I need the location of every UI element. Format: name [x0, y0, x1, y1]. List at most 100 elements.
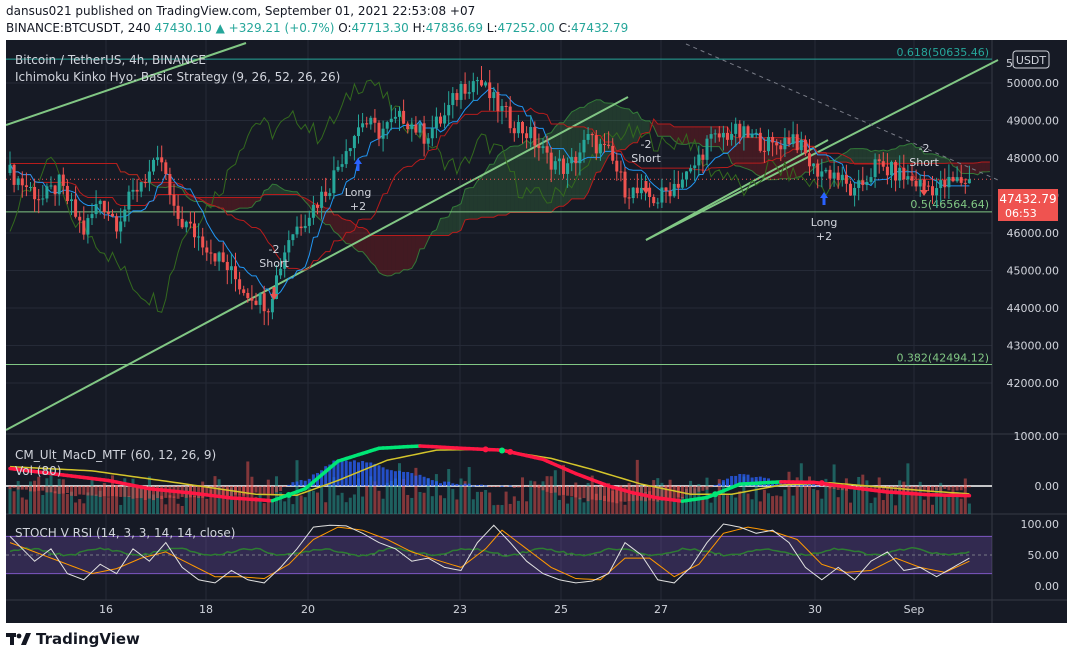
- cloud-segment: [743, 137, 748, 170]
- signal-label-line1: -2: [641, 138, 652, 151]
- candle-body: [201, 236, 205, 248]
- volume-bar: [119, 504, 123, 514]
- volume-bar: [57, 478, 61, 514]
- volume-bar: [754, 479, 758, 514]
- candle-body: [217, 252, 221, 262]
- cloud-segment: [588, 101, 593, 193]
- volume-bar: [783, 489, 787, 514]
- candle-body: [582, 139, 586, 153]
- candle-body: [910, 176, 914, 181]
- candle-body: [78, 216, 82, 221]
- volume-bar: [328, 485, 332, 514]
- candle-body: [188, 221, 192, 224]
- candle-body: [689, 168, 693, 172]
- macd-histogram-bar: [598, 486, 602, 501]
- macd-histogram-bar: [521, 486, 524, 487]
- cloud-segment: [489, 164, 494, 218]
- cloud-segment: [629, 108, 634, 146]
- macd-histogram-bar: [65, 486, 69, 494]
- macd-histogram-bar: [615, 486, 619, 504]
- volume-bar: [238, 493, 242, 514]
- cloud-segment: [752, 137, 757, 175]
- volume-bar: [918, 481, 922, 514]
- macd-histogram-bar: [623, 486, 627, 502]
- macd-histogram-bar: [939, 486, 943, 492]
- macd-histogram-bar: [29, 486, 32, 492]
- volume-bar: [303, 497, 307, 514]
- volume-bar: [160, 495, 164, 514]
- volume-bar: [631, 492, 635, 514]
- signal-label-line2: Short: [631, 152, 661, 165]
- volume-bar: [102, 482, 106, 514]
- volume-bar: [557, 499, 561, 514]
- volume-bar: [135, 486, 139, 514]
- volume-bar: [188, 484, 192, 514]
- volume-bar: [340, 492, 344, 514]
- volume-bar: [307, 487, 311, 514]
- macd-histogram-bar: [287, 484, 291, 486]
- cloud-segment: [817, 152, 822, 166]
- cloud-segment: [899, 145, 904, 164]
- price-tick-label: 43000.00: [1007, 340, 1060, 353]
- cloud-segment: [592, 99, 597, 183]
- volume-bar: [594, 493, 598, 514]
- macd-histogram-bar: [496, 486, 500, 487]
- candle-body: [455, 93, 459, 100]
- candle-body: [615, 160, 619, 172]
- macd-histogram-bar: [836, 486, 840, 490]
- currency-badge[interactable]: USDT: [1012, 50, 1050, 69]
- macd-histogram-bar: [693, 486, 697, 494]
- candle-body: [16, 178, 20, 185]
- macd-histogram-bar: [713, 485, 717, 487]
- macd-histogram-bar: [406, 472, 410, 486]
- macd-histogram-bar: [426, 478, 430, 486]
- candle-body: [225, 261, 229, 271]
- candle-body: [168, 174, 172, 195]
- candle-body: [377, 122, 381, 139]
- candle-body: [836, 172, 840, 181]
- macd-histogram-bar: [336, 460, 340, 486]
- candle-body: [172, 194, 176, 206]
- macd-histogram-bar: [734, 475, 738, 486]
- currency-label: USDT: [1016, 54, 1047, 67]
- volume-bar: [291, 504, 295, 514]
- candle-body: [783, 137, 787, 150]
- candle-body: [369, 117, 373, 125]
- volume-bar: [225, 487, 229, 514]
- macd-histogram-bar: [37, 486, 41, 491]
- volume-bar: [311, 490, 315, 514]
- macd-histogram-bar: [357, 462, 360, 486]
- candle-body: [562, 158, 565, 174]
- chart-svg[interactable]: 0.618(50635.46) 0.5(46564.64) 0.382(42494.…: [5, 40, 1067, 623]
- volume-bar: [295, 460, 299, 514]
- volume-bar: [791, 495, 795, 514]
- volume-bar: [767, 493, 770, 514]
- volume-bar: [808, 476, 811, 514]
- volume-bar: [803, 483, 807, 514]
- cloud-segment: [559, 122, 564, 207]
- candle-body: [443, 115, 447, 124]
- macd-histogram-bar: [935, 486, 939, 491]
- volume-bar: [955, 491, 959, 514]
- price-tag-value: 47432.79: [999, 192, 1056, 206]
- macd-histogram-bar: [894, 486, 898, 493]
- time-tick-label: Sep: [904, 603, 925, 616]
- candle-body: [873, 159, 877, 178]
- cloud-segment: [698, 126, 703, 147]
- candle-body: [545, 146, 549, 153]
- candle-body: [254, 300, 258, 305]
- cloud-segment: [161, 182, 166, 188]
- chart-area[interactable]: 0.618(50635.46) 0.5(46564.64) 0.382(42494.…: [5, 40, 1067, 623]
- macd-histogram-bar: [430, 480, 434, 486]
- candle-body: [33, 186, 37, 200]
- candle-body: [70, 199, 73, 202]
- candle-body: [131, 189, 135, 192]
- volume-bar: [20, 497, 24, 514]
- volume-bar: [758, 501, 762, 514]
- macd-histogram-bar: [86, 486, 90, 496]
- candle-body: [299, 226, 303, 229]
- volume-bar: [414, 467, 418, 514]
- cloud-segment: [862, 148, 867, 164]
- cloud-segment: [477, 177, 482, 220]
- volume-bar: [455, 499, 459, 514]
